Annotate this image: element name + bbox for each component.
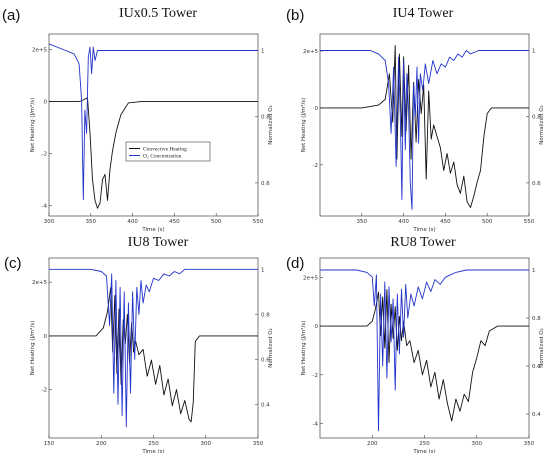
y2-axis-label: Normalized O₂	[539, 105, 545, 144]
series-line-o2-concentration	[48, 43, 258, 200]
plot-frame	[48, 257, 259, 439]
series-line-o2-concentration	[320, 50, 529, 210]
x-tick-label: 550	[253, 219, 264, 225]
chart-panel-4: (d) RU8 Tower 200 250 300 350 2e+5 0 -2 -4 1 0.8 0.6…	[286, 235, 545, 453]
x-axis-label: Time (s)	[412, 227, 435, 233]
panel-letter: (d)	[286, 255, 304, 272]
y2-tick-label: 0.8	[532, 115, 541, 121]
y2-tick-label: 0.8	[261, 312, 270, 318]
y2-tick-label: 0.8	[532, 316, 541, 322]
y-tick-label: 0	[44, 334, 48, 340]
x-tick-label: 150	[44, 441, 55, 447]
panel-title: IUx0.5 Tower	[119, 6, 197, 21]
y2-axis-label: Normalized O₂	[268, 328, 274, 367]
panel-title: IU8 Tower	[128, 235, 189, 250]
y2-tick-label: 0.6	[532, 181, 541, 187]
y2-tick-label: 0.4	[261, 402, 270, 408]
x-tick-label: 400	[127, 219, 138, 225]
y-axis-label: Net Heating (J/m²/s)	[300, 321, 307, 376]
y2-tick-label: 0.4	[532, 412, 541, 418]
y-tick-label: -2	[313, 163, 318, 169]
y2-tick-label: 0.6	[261, 181, 270, 187]
y-tick-label: 2e+5	[32, 280, 47, 286]
y2-tick-label: 0.6	[532, 364, 541, 370]
series-line-o2-concentration	[49, 268, 258, 428]
x-tick-label: 400	[398, 219, 409, 225]
legend-label: Convective Heating	[143, 147, 187, 153]
series-line-convective-heating	[49, 97, 258, 209]
y2-tick-label: 1	[261, 49, 265, 55]
y2-axis-label: Normalized O₂	[539, 328, 545, 367]
legend-label: O₂ Concentration	[143, 154, 182, 160]
x-tick-label: 300	[201, 441, 212, 447]
y2-tick-label: 1	[532, 268, 536, 274]
x-tick-label: 300	[44, 219, 55, 225]
series-line-o2-concentration	[320, 269, 529, 432]
y2-tick-label: 1	[532, 49, 536, 55]
y2-axis-label: Normalized O₂	[268, 105, 274, 144]
x-axis-label: Time (s)	[141, 227, 164, 233]
y-axis-label: Net Heating (J/m²/s)	[29, 98, 36, 153]
y-tick-label: -4	[313, 421, 319, 427]
y-tick-label: -2	[42, 152, 47, 158]
series-line-convective-heating	[49, 287, 258, 423]
y-axis-label: Net Heating (J/m²/s)	[29, 321, 36, 376]
y-tick-label: 2e+5	[32, 48, 47, 54]
x-tick-label: 250	[148, 441, 159, 447]
x-tick-label: 450	[169, 219, 180, 225]
chart-panel-1: (a) IUx0.5 Tower 300 350 400 450 500 550 2e+5 0 -2…	[2, 6, 274, 233]
panel-title: RU8 Tower	[390, 235, 456, 250]
y-tick-label: -2	[42, 388, 47, 394]
y-tick-label: -4	[42, 204, 48, 210]
y2-tick-label: 0.6	[261, 357, 270, 363]
y-axis-label: Net Heating (J/m²/s)	[300, 98, 307, 153]
y-tick-label: 0	[315, 106, 319, 112]
y-tick-label: 0	[315, 324, 319, 330]
x-tick-label: 550	[524, 219, 535, 225]
chart-panel-3: (c) IU8 Tower 150 200 250 300 350 2e+5 0 -2 1 0.8 0.…	[4, 235, 274, 453]
panel-letter: (a)	[2, 7, 20, 24]
x-tick-label: 500	[482, 219, 493, 225]
x-axis-label: Time (s)	[141, 449, 164, 453]
chart-panel-2: (b) IU4 Tower 350 400 450 500 550 2e+5 0 -2 1 0.8 0.…	[286, 6, 545, 233]
y-tick-label: -2	[313, 373, 318, 379]
x-tick-label: 350	[253, 441, 264, 447]
panel-title: IU4 Tower	[393, 6, 454, 21]
x-tick-label: 500	[211, 219, 222, 225]
x-axis-label: Time (s)	[412, 449, 435, 453]
x-tick-label: 350	[524, 441, 535, 447]
x-tick-label: 200	[96, 441, 107, 447]
y-tick-label: 2e+5	[303, 275, 318, 281]
x-tick-label: 350	[357, 219, 368, 225]
plot-frame	[319, 257, 530, 439]
y-tick-label: 2e+5	[303, 49, 318, 55]
x-tick-label: 250	[419, 441, 430, 447]
y-tick-label: 0	[44, 100, 48, 106]
panel-letter: (c)	[4, 255, 22, 272]
series-line-convective-heating	[320, 44, 529, 208]
plot-frame	[48, 33, 259, 217]
legend-box	[125, 141, 211, 162]
y2-tick-label: 1	[261, 267, 265, 273]
x-tick-label: 300	[472, 441, 483, 447]
panel-letter: (b)	[286, 7, 304, 24]
series-line-convective-heating	[320, 289, 529, 422]
x-tick-label: 450	[440, 219, 451, 225]
x-tick-label: 350	[86, 219, 97, 225]
x-tick-label: 200	[367, 441, 378, 447]
y2-tick-label: 0.8	[261, 115, 270, 121]
